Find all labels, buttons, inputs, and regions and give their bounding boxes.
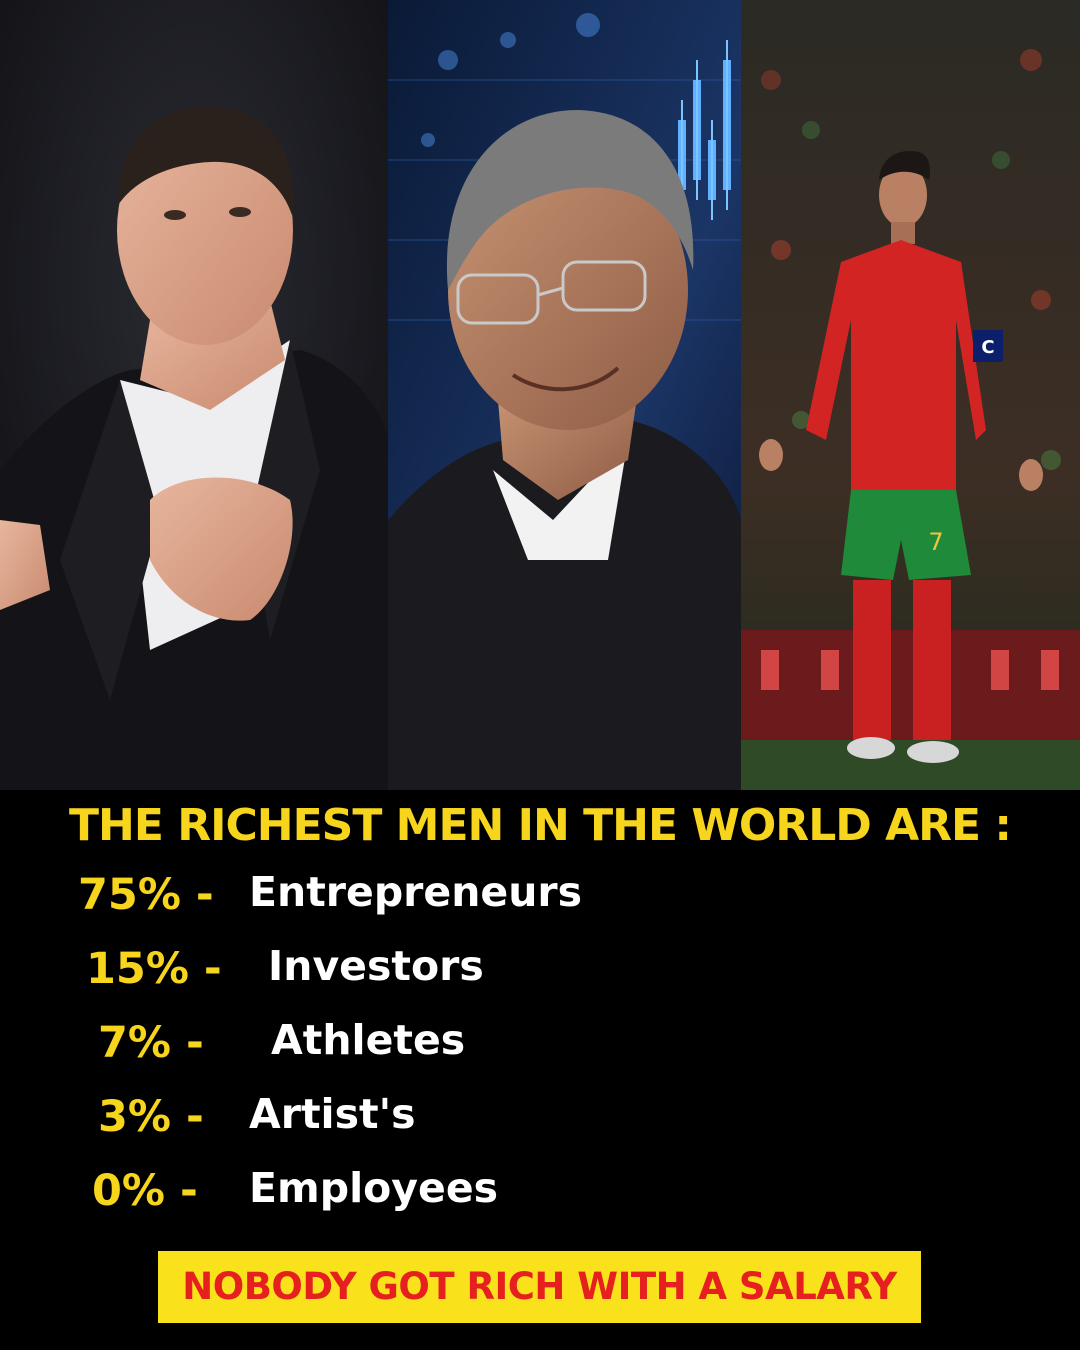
investor-photo-icon [388,0,741,790]
stat-row-athletes: 7% - Athletes [0,1010,1080,1076]
headline: THE RICHEST MEN IN THE WORLD ARE : [69,800,1012,851]
stat-label: Employees [249,1164,499,1212]
footballer-photo-icon: C 7 [741,0,1080,790]
businessman-photo-icon [0,0,388,790]
stat-row-entrepreneurs: 75% - Entrepreneurs [0,862,1080,928]
salary-banner: NOBODY GOT RICH WITH A SALARY [158,1251,921,1323]
stat-percent: 0% - [92,1166,198,1216]
stat-percent: 15% - [86,944,222,994]
stat-row-employees: 0% - Employees [0,1158,1080,1224]
businessman-photo [0,0,388,790]
photo-collage: C 7 [0,0,1080,790]
stat-label: Entrepreneurs [249,868,583,916]
stats-list: 75% - Entrepreneurs 15% - Investors 7% -… [0,862,1080,1242]
armband-text: C [981,337,994,358]
stat-label: Artist's [249,1090,416,1138]
stat-percent: 7% - [98,1018,204,1068]
stat-label: Investors [268,942,484,990]
shorts-number: 7 [928,528,943,556]
stat-label: Athletes [271,1016,466,1064]
stat-percent: 3% - [98,1092,204,1142]
stat-percent: 75% - [78,870,214,920]
stat-row-investors: 15% - Investors [0,936,1080,1002]
investor-photo [388,0,741,790]
stat-row-artists: 3% - Artist's [0,1084,1080,1150]
footballer-photo: C 7 [741,0,1080,790]
